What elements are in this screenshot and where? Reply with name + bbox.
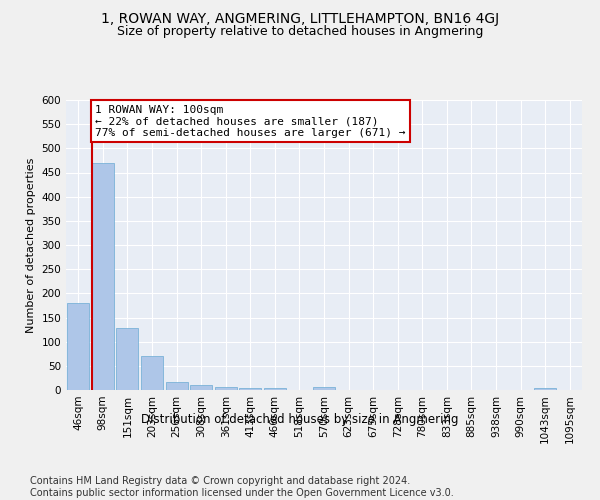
Bar [313, 387, 335, 390]
Bar [190, 385, 212, 390]
Bar [239, 388, 262, 390]
Bar [92, 163, 114, 390]
Bar [215, 387, 237, 390]
Bar [534, 388, 556, 390]
Bar [166, 382, 188, 390]
Bar [264, 388, 286, 390]
Text: Contains HM Land Registry data © Crown copyright and database right 2024.
Contai: Contains HM Land Registry data © Crown c… [30, 476, 454, 498]
Text: Distribution of detached houses by size in Angmering: Distribution of detached houses by size … [141, 412, 459, 426]
Bar [67, 303, 89, 390]
Bar [141, 356, 163, 390]
Y-axis label: Number of detached properties: Number of detached properties [26, 158, 36, 332]
Bar [116, 328, 139, 390]
Text: 1, ROWAN WAY, ANGMERING, LITTLEHAMPTON, BN16 4GJ: 1, ROWAN WAY, ANGMERING, LITTLEHAMPTON, … [101, 12, 499, 26]
Text: 1 ROWAN WAY: 100sqm
← 22% of detached houses are smaller (187)
77% of semi-detac: 1 ROWAN WAY: 100sqm ← 22% of detached ho… [95, 105, 406, 138]
Text: Size of property relative to detached houses in Angmering: Size of property relative to detached ho… [117, 25, 483, 38]
